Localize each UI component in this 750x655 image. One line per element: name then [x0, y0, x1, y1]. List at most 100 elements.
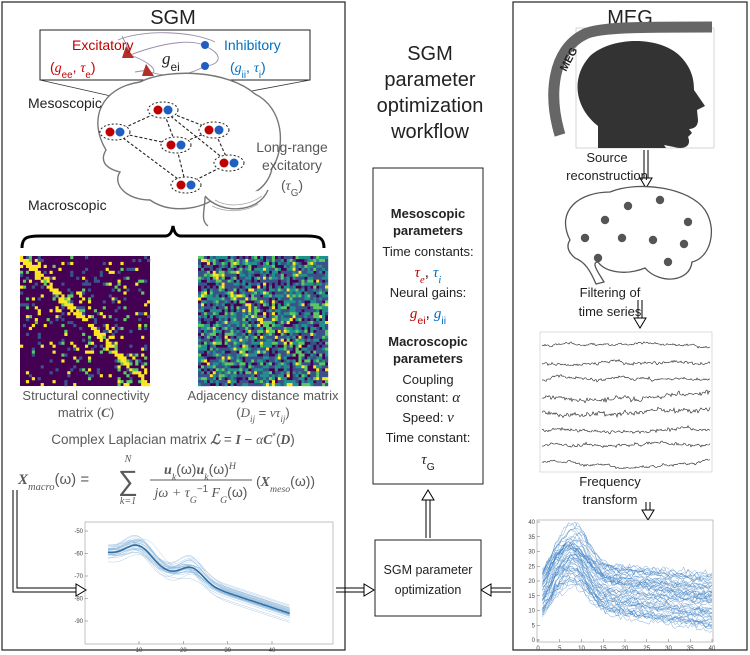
matrix-cell	[257, 318, 261, 322]
matrix-cell	[248, 291, 252, 295]
matrix-cell	[212, 312, 216, 316]
matrix-cell	[292, 368, 296, 372]
matrix-cell	[254, 282, 258, 286]
matrix-cell	[319, 273, 323, 277]
matrix-cell	[215, 371, 219, 375]
time-series-trace	[541, 341, 711, 349]
matrix-cell	[313, 264, 317, 269]
y-tick-label: 40	[528, 520, 535, 526]
matrix-cell	[325, 321, 329, 325]
matrix-cell	[25, 256, 30, 260]
matrix-cell	[224, 365, 228, 369]
matrix-cell	[301, 374, 305, 378]
matrix-cell	[304, 380, 308, 384]
matrix-cell	[274, 276, 278, 280]
matrix-cell	[248, 374, 252, 378]
matrix-cell	[93, 332, 98, 336]
matrix-cell	[313, 371, 317, 375]
matrix-cell	[230, 276, 234, 280]
matrix-cell	[304, 297, 308, 301]
matrix-cell	[198, 261, 202, 266]
matrix-cell	[20, 303, 24, 307]
text: (	[281, 177, 286, 193]
matrix-cell	[292, 297, 296, 301]
matrix-cell	[292, 377, 296, 381]
matrix-cell	[20, 258, 24, 263]
matrix-cell	[129, 344, 133, 348]
matrix-cell	[203, 256, 208, 260]
matrix-cell	[37, 332, 41, 336]
matrix-cell	[233, 380, 237, 384]
matrix-cell	[239, 374, 243, 378]
matrix-cell	[301, 383, 305, 387]
workflow-title: parameter	[384, 69, 475, 91]
matrix-cell	[277, 321, 281, 325]
matrix-cell	[111, 350, 115, 354]
matrix-cell	[206, 270, 211, 274]
matrix-cell	[274, 359, 278, 363]
matrix-cell	[49, 288, 53, 292]
matrix-cell	[224, 300, 228, 304]
matrix-cell	[248, 282, 252, 286]
matrix-cell	[325, 276, 329, 280]
matrix-cell	[212, 291, 216, 295]
matrix-cell	[233, 344, 237, 348]
matrix-cell	[263, 297, 267, 301]
matrix-cell	[209, 264, 213, 269]
matrix-cell	[248, 365, 252, 369]
matrix-cell	[221, 297, 225, 301]
matrix-cell	[200, 267, 205, 271]
matrix-cell	[298, 297, 302, 301]
matrix-cell	[265, 261, 270, 266]
matrix-cell	[200, 273, 205, 277]
meg-helmet	[548, 21, 713, 137]
matrix-cell	[322, 285, 326, 289]
matrix-cell	[215, 380, 219, 384]
matrix-cell	[280, 347, 284, 351]
matrix-cell	[144, 344, 148, 348]
matrix-cell	[316, 273, 320, 277]
matrix-cell	[22, 323, 27, 328]
matrix-cell	[277, 309, 281, 313]
matrix-cell	[286, 258, 290, 263]
matrix-cell	[263, 303, 267, 307]
matrix-cell	[227, 294, 231, 298]
node-group	[99, 123, 131, 141]
matrix-cell	[310, 338, 314, 342]
matrix-cell	[295, 329, 299, 334]
matrix-cell	[251, 383, 255, 387]
matrix-cell	[25, 303, 30, 307]
matrix-cell	[111, 332, 115, 336]
matrix-cell	[310, 315, 314, 319]
matrix-cell	[307, 258, 311, 263]
matrix-cell	[310, 282, 314, 286]
matrix-cell	[301, 338, 305, 342]
matrix-cell	[230, 323, 234, 328]
matrix-cell	[242, 323, 246, 328]
matrix-cell	[224, 306, 228, 310]
matrix-cell	[316, 303, 320, 307]
matrix-cell	[313, 383, 317, 387]
matrix-cell	[316, 288, 320, 292]
matrix-cell	[283, 341, 287, 345]
matrix-cell	[301, 306, 305, 310]
matrix-cell	[242, 288, 246, 292]
matrix-cell	[31, 285, 35, 289]
matrix-cell	[251, 365, 255, 369]
matrix-cell	[248, 288, 252, 292]
matrix-cell	[200, 276, 205, 280]
matrix-cell	[221, 326, 225, 331]
spectrum-curve	[542, 563, 713, 627]
matrix-cell	[239, 264, 243, 269]
matrix-cell	[236, 362, 240, 366]
matrix-cell	[67, 374, 71, 378]
matrix-cell	[212, 332, 216, 336]
matrix-cell	[277, 258, 281, 263]
matrix-cell	[257, 270, 261, 274]
matrix-cell	[227, 377, 231, 381]
matrix-cell	[215, 350, 219, 354]
time-series-trace	[541, 458, 711, 469]
matrix-cell	[206, 365, 211, 369]
matrix-cell	[31, 264, 35, 269]
matrix-cell	[126, 383, 130, 387]
